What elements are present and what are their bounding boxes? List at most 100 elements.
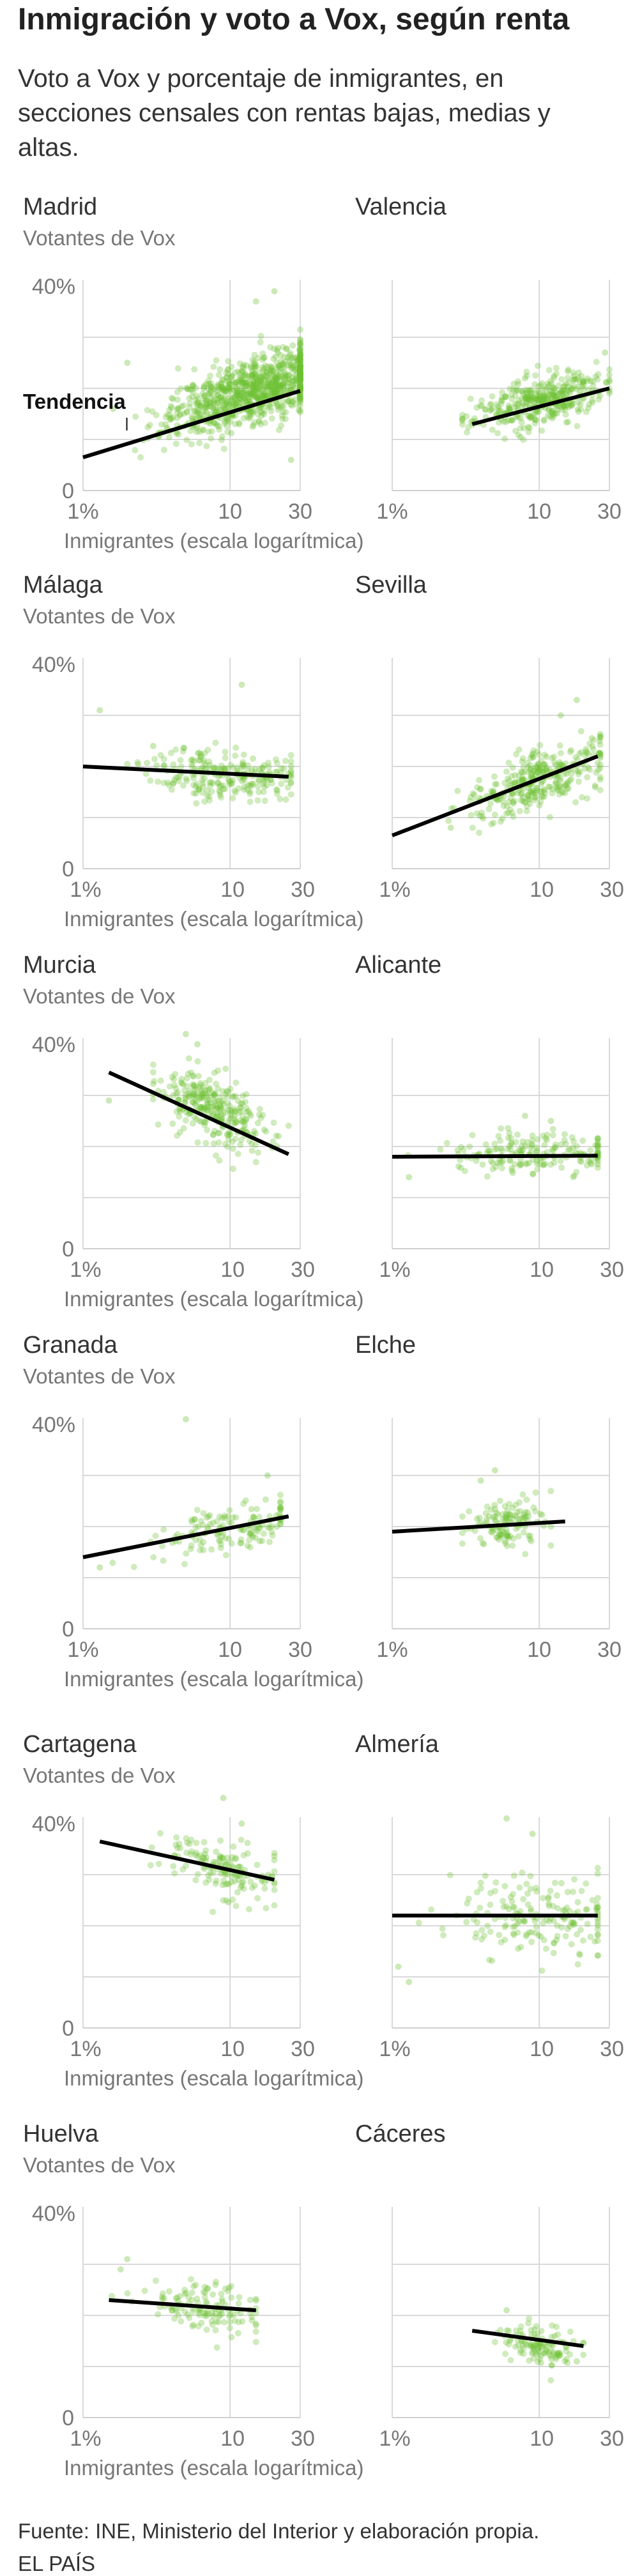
data-point	[238, 386, 245, 393]
data-point	[457, 1164, 464, 1171]
data-point	[517, 425, 524, 432]
data-point	[507, 806, 514, 813]
data-point	[593, 358, 600, 365]
data-point	[548, 2362, 555, 2369]
data-point	[227, 1106, 233, 1113]
data-point	[507, 385, 514, 392]
data-point	[252, 383, 259, 390]
data-point	[252, 393, 259, 400]
data-point	[578, 372, 585, 379]
data-point	[564, 384, 571, 390]
data-point	[467, 395, 474, 402]
data-point	[258, 412, 265, 419]
data-point	[528, 391, 535, 398]
data-point	[580, 378, 587, 385]
data-point	[277, 1504, 284, 1511]
data-point	[261, 797, 268, 804]
data-point	[576, 1951, 583, 1958]
data-point	[297, 396, 303, 403]
data-point	[210, 385, 217, 392]
data-point	[273, 390, 280, 397]
data-point	[549, 415, 556, 422]
data-point	[512, 1139, 519, 1146]
data-point	[478, 809, 485, 816]
data-point	[229, 1138, 236, 1145]
data-point	[149, 1069, 156, 1076]
data-point	[174, 404, 181, 411]
data-point	[141, 2287, 148, 2294]
data-point	[490, 819, 497, 827]
data-point	[540, 793, 547, 800]
data-point	[554, 780, 561, 787]
data-point	[244, 413, 251, 420]
x-tick-label: 30	[288, 1638, 312, 1662]
data-point	[496, 1159, 503, 1166]
data-point	[535, 751, 542, 758]
data-point	[576, 768, 583, 775]
data-point	[228, 385, 235, 392]
data-point	[250, 755, 256, 762]
data-point	[254, 1861, 261, 1868]
data-point	[297, 360, 303, 367]
data-point	[210, 1140, 217, 1147]
data-point	[478, 402, 485, 409]
data-point	[507, 406, 514, 413]
data-point	[560, 761, 566, 768]
data-point	[200, 427, 207, 434]
data-point	[238, 1100, 245, 1107]
data-point	[189, 386, 196, 393]
data-point	[256, 777, 263, 784]
data-point	[241, 390, 248, 397]
data-point	[153, 762, 160, 769]
data-point	[519, 758, 526, 765]
data-point	[585, 386, 592, 393]
data-point	[246, 1537, 253, 1544]
data-point	[532, 789, 539, 796]
data-point	[228, 1879, 235, 1886]
data-point	[158, 421, 165, 428]
data-point	[551, 1879, 558, 1886]
data-point	[220, 1795, 227, 1801]
data-point	[174, 774, 181, 781]
data-point	[222, 754, 229, 761]
data-point	[191, 366, 198, 373]
data-point	[234, 2329, 241, 2336]
data-point	[218, 1870, 224, 1877]
data-point	[214, 399, 220, 406]
data-point	[525, 429, 532, 436]
data-point	[515, 746, 523, 753]
data-point	[211, 1098, 218, 1105]
data-point	[260, 377, 267, 385]
data-point	[554, 1933, 561, 1940]
data-point	[192, 407, 199, 414]
data-point	[188, 761, 195, 768]
data-point	[482, 1141, 489, 1148]
data-point	[175, 431, 182, 438]
data-point	[186, 1840, 193, 1847]
data-point	[165, 434, 172, 441]
data-point	[244, 762, 251, 769]
data-point	[498, 397, 505, 404]
data-point	[222, 388, 229, 394]
data-point	[208, 1546, 215, 1553]
data-point	[277, 369, 284, 376]
data-point	[184, 386, 191, 393]
data-point	[192, 1092, 199, 1099]
data-point	[547, 388, 554, 394]
data-point	[202, 765, 210, 772]
data-point	[297, 370, 303, 377]
data-point	[178, 763, 185, 770]
data-point	[564, 374, 571, 381]
data-point	[200, 783, 206, 790]
data-point	[218, 2296, 225, 2303]
data-point	[297, 394, 303, 401]
data-point	[241, 786, 248, 793]
data-point	[485, 805, 492, 812]
data-point	[507, 2337, 514, 2344]
data-point	[253, 363, 260, 370]
data-point	[597, 754, 604, 761]
data-point	[273, 365, 280, 372]
data-point	[280, 409, 287, 416]
data-point	[528, 751, 535, 758]
data-point	[499, 394, 506, 401]
